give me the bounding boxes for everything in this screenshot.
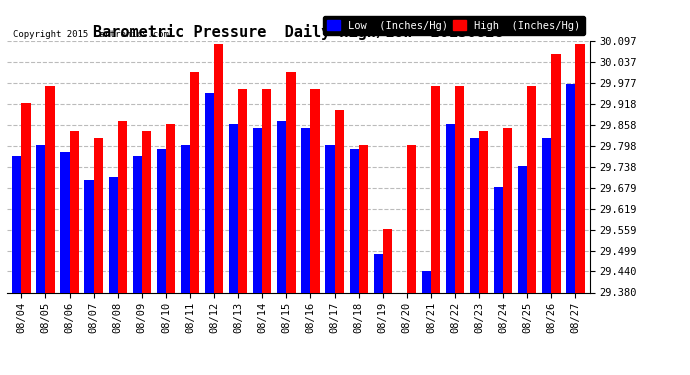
Bar [494, 188, 503, 292]
Bar [455, 86, 464, 292]
Bar [166, 124, 175, 292]
Text: Copyright 2015 Cartronics.com: Copyright 2015 Cartronics.com [12, 30, 168, 39]
Bar [21, 103, 30, 292]
Bar [479, 131, 489, 292]
Bar [503, 128, 513, 292]
Bar [575, 44, 584, 292]
Bar [431, 86, 440, 292]
Bar [12, 156, 21, 292]
Bar [383, 230, 392, 292]
Bar [551, 54, 560, 292]
Bar [302, 128, 310, 292]
Bar [142, 131, 151, 292]
Bar [157, 149, 166, 292]
Bar [422, 272, 431, 292]
Bar [326, 146, 335, 292]
Bar [310, 89, 319, 292]
Bar [373, 254, 383, 292]
Bar [238, 89, 247, 292]
Bar [181, 146, 190, 292]
Bar [527, 86, 536, 292]
Bar [84, 180, 94, 292]
Bar [518, 166, 527, 292]
Bar [253, 128, 262, 292]
Bar [70, 131, 79, 292]
Title: Barometric Pressure  Daily High/Low  20150828: Barometric Pressure Daily High/Low 20150… [93, 24, 504, 40]
Bar [37, 146, 46, 292]
Bar [190, 72, 199, 292]
Bar [566, 84, 575, 292]
Bar [46, 86, 55, 292]
Bar [205, 93, 214, 292]
Bar [350, 149, 359, 292]
Bar [94, 138, 103, 292]
Bar [446, 124, 455, 292]
Bar [277, 121, 286, 292]
Bar [407, 146, 416, 292]
Bar [61, 152, 70, 292]
Bar [262, 89, 271, 292]
Bar [118, 121, 127, 292]
Bar [214, 44, 224, 292]
Bar [359, 146, 368, 292]
Bar [132, 156, 142, 292]
Bar [542, 138, 551, 292]
Legend: Low  (Inches/Hg), High  (Inches/Hg): Low (Inches/Hg), High (Inches/Hg) [324, 16, 584, 35]
Bar [108, 177, 118, 292]
Bar [229, 124, 238, 292]
Bar [470, 138, 479, 292]
Bar [335, 110, 344, 292]
Bar [286, 72, 295, 292]
